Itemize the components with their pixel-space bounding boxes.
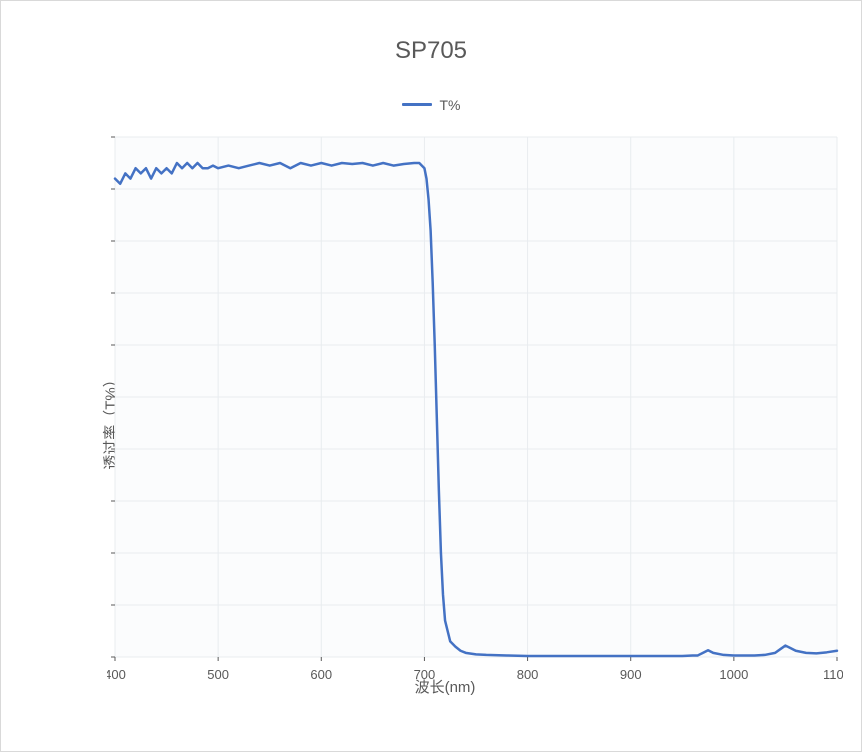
x-axis-label: 波长(nm) bbox=[49, 676, 841, 697]
legend: T% bbox=[1, 93, 861, 113]
chart-title: SP705 bbox=[1, 37, 861, 65]
plot-svg: 0102030405060708090100400500600700800900… bbox=[107, 131, 843, 713]
legend-label: T% bbox=[440, 97, 461, 113]
legend-item: T% bbox=[402, 97, 461, 113]
plot-area-wrap: 透过率（T%） 01020304050607080901004005006007… bbox=[49, 131, 841, 711]
legend-swatch bbox=[402, 103, 432, 106]
chart-frame: SP705 T% 透过率（T%） 01020304050607080901004… bbox=[0, 0, 862, 752]
